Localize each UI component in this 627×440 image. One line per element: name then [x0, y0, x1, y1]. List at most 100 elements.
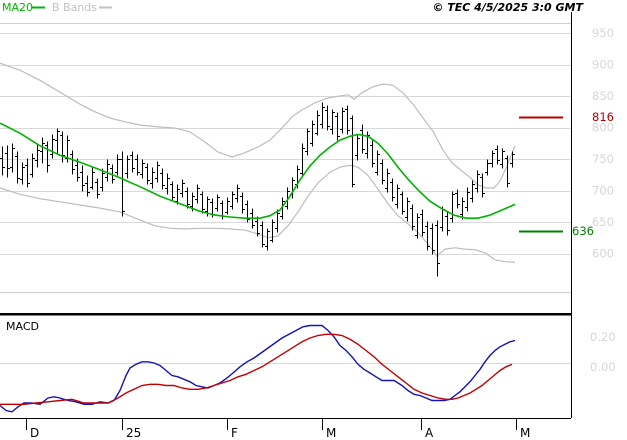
ohlc-bar	[170, 181, 175, 201]
ohlc-bar	[450, 191, 455, 223]
ohlc-bar	[275, 209, 280, 233]
macd-series-signal	[0, 333, 513, 405]
price-chart-plot-area[interactable]	[0, 23, 571, 292]
ohlc-bar	[360, 124, 365, 154]
ohlc-bar	[315, 110, 320, 136]
ohlc-bar	[185, 187, 190, 209]
ohlc-bar	[45, 141, 50, 173]
ma20-line	[0, 122, 516, 219]
ohlc-bar	[385, 168, 390, 193]
ohlc-bar	[400, 191, 405, 215]
ohlc-bar	[495, 145, 500, 165]
ohlc-bar	[120, 151, 125, 217]
ohlc-bar	[160, 168, 165, 190]
price-tick-label-800: 800	[592, 121, 614, 135]
ohlc-bar	[225, 197, 230, 215]
ohlc-bar	[490, 150, 495, 168]
ohlc-bar	[215, 194, 220, 212]
ohlc-bar	[300, 143, 305, 178]
ohlc-bar	[15, 151, 20, 184]
ohlc-bar	[30, 153, 35, 178]
ohlc-bar	[435, 220, 440, 277]
ohlc-bar	[125, 155, 130, 179]
level-lines	[519, 116, 563, 233]
time-tick-label-M: M	[326, 426, 336, 440]
ohlc-bar	[460, 197, 465, 220]
ohlc-bar	[445, 211, 450, 236]
ohlc-bar	[335, 112, 340, 141]
ohlc-bar	[420, 209, 425, 237]
ohlc-bar	[200, 191, 205, 214]
ohlc-bar	[75, 158, 80, 182]
price-tick-label-900: 900	[592, 58, 614, 72]
macd-axis-label-000: 0.00	[590, 360, 616, 374]
ohlc-bar	[470, 180, 475, 203]
panel-frame	[0, 12, 573, 420]
ohlc-bar	[510, 151, 515, 168]
ohlc-bar	[155, 161, 160, 183]
ohlc-bar	[405, 197, 410, 222]
ohlc-bar	[475, 170, 480, 193]
resistance-price-label: 816	[592, 110, 614, 124]
ohlc-bar	[410, 204, 415, 231]
ohlc-bar	[355, 134, 360, 161]
ohlc-bar	[325, 105, 330, 131]
ohlc-bar	[310, 120, 315, 147]
ohlc-bar	[40, 137, 45, 164]
macd-panel-title: MACD	[6, 320, 39, 333]
ohlc-bar	[145, 163, 150, 185]
time-tick-label-A: A	[425, 426, 434, 440]
macd-series-macd	[0, 324, 516, 413]
price-tick-label-650: 650	[592, 215, 614, 229]
price-tick-label-600: 600	[592, 247, 614, 261]
ohlc-bar	[135, 154, 140, 176]
ohlc-bar	[395, 184, 400, 209]
ohlc-bar	[465, 187, 470, 212]
time-axis: D 25 F M A M	[26, 418, 530, 440]
ohlc-bar	[5, 145, 10, 178]
ohlc-bar	[95, 178, 100, 199]
ohlc-bar	[280, 197, 285, 220]
ohlc-bar	[305, 128, 310, 156]
ohlc-bar	[260, 221, 265, 248]
time-tick-label-M: M	[520, 426, 530, 440]
ohlc-bar	[485, 159, 490, 176]
legend-bbands-label: B Bands	[52, 1, 97, 14]
ohlc-bar	[390, 178, 395, 202]
macd-axis-label-020: 0.20	[590, 330, 616, 344]
ohlc-bar	[500, 148, 505, 169]
macd-plot-area[interactable]	[0, 315, 571, 418]
price-tick-label-950: 950	[592, 26, 614, 40]
ohlc-bar	[235, 184, 240, 203]
ohlc-bar	[380, 159, 385, 185]
ohlc-bar	[55, 128, 60, 154]
ohlc-bar	[330, 109, 335, 135]
ohlc-bar	[50, 134, 55, 159]
ohlc-bar	[370, 140, 375, 168]
ohlc-bar	[375, 150, 380, 176]
ohlc-bar	[195, 184, 200, 204]
time-tick-label-D: D	[30, 426, 39, 440]
ohlc-bar	[430, 223, 435, 255]
ohlc-bar	[350, 115, 355, 188]
ohlc-bar	[115, 154, 120, 176]
ohlc-bar	[345, 105, 350, 135]
ohlc-bar	[0, 146, 5, 176]
ohlc-bar	[455, 189, 460, 209]
legend-ma20-label: MA20	[2, 1, 33, 14]
ohlc-bar	[140, 159, 145, 179]
price-tick-label-700: 700	[592, 184, 614, 198]
ohlc-bar	[150, 167, 155, 189]
ohlc-bar	[80, 165, 85, 192]
price-gridlines	[0, 33, 571, 255]
ma20-line-path	[0, 122, 516, 219]
ohlc-bar	[25, 158, 30, 188]
ohlc-bar	[265, 228, 270, 251]
ohlc-bar	[90, 167, 95, 190]
ohlc-bar	[70, 150, 75, 175]
price-axis-labels: 950 900 850 800 750 700 650 600	[592, 26, 614, 261]
ohlc-bar	[10, 143, 15, 173]
ohlc-bar	[240, 192, 245, 214]
price-tick-label-750: 750	[592, 152, 614, 166]
